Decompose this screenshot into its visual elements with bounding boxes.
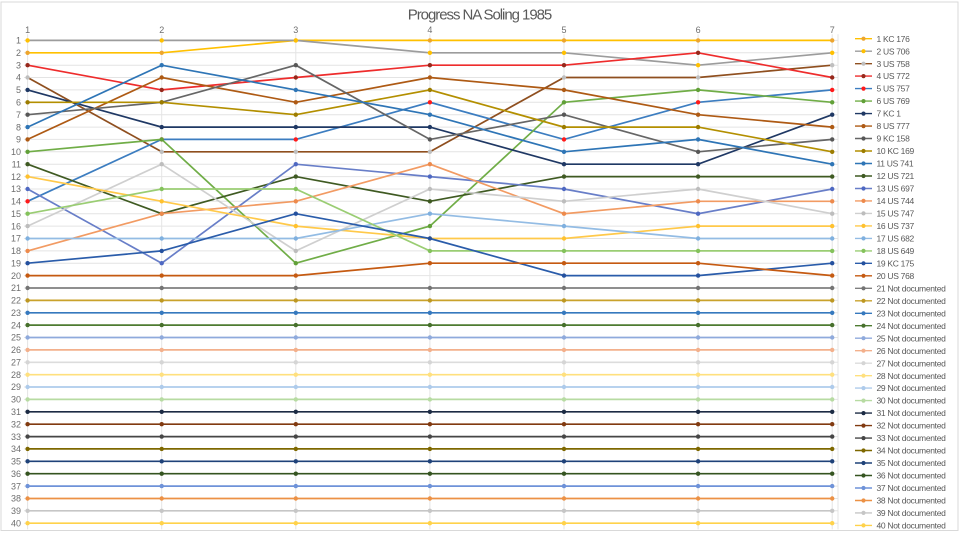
svg-text:13: 13 <box>11 184 21 194</box>
svg-text:10: 10 <box>11 147 21 157</box>
svg-text:11: 11 <box>12 159 21 169</box>
svg-text:29: 29 <box>11 382 21 392</box>
svg-text:23 Not documented: 23 Not documented <box>877 308 947 318</box>
svg-text:18 US 649: 18 US 649 <box>877 246 915 256</box>
svg-text:33: 33 <box>11 432 21 442</box>
svg-text:15: 15 <box>11 209 21 219</box>
svg-text:19: 19 <box>11 258 21 268</box>
svg-text:25: 25 <box>11 333 21 343</box>
svg-text:9 KC 158: 9 KC 158 <box>877 134 911 144</box>
svg-text:6: 6 <box>696 25 701 35</box>
svg-text:23: 23 <box>11 308 21 318</box>
svg-text:17: 17 <box>11 234 21 244</box>
svg-text:32 Not documented: 32 Not documented <box>877 421 947 431</box>
svg-text:11 US 741: 11 US 741 <box>877 159 914 169</box>
svg-text:20: 20 <box>11 271 21 281</box>
svg-text:21: 21 <box>11 283 21 293</box>
svg-text:34 Not documented: 34 Not documented <box>877 446 947 456</box>
svg-text:8: 8 <box>16 122 21 132</box>
svg-text:7: 7 <box>16 110 21 120</box>
svg-text:16: 16 <box>11 221 21 231</box>
svg-text:24 Not documented: 24 Not documented <box>877 321 947 331</box>
svg-text:39: 39 <box>11 506 21 516</box>
svg-text:14: 14 <box>11 197 21 207</box>
svg-text:35 Not documented: 35 Not documented <box>877 458 947 468</box>
svg-text:20 US 768: 20 US 768 <box>877 271 915 281</box>
svg-text:19 KC 175: 19 KC 175 <box>877 258 915 268</box>
svg-text:8 US 777: 8 US 777 <box>877 121 911 131</box>
svg-text:22 Not documented: 22 Not documented <box>877 296 947 306</box>
svg-text:4 US 772: 4 US 772 <box>877 71 911 81</box>
svg-text:30 Not documented: 30 Not documented <box>877 396 947 406</box>
svg-text:36 Not documented: 36 Not documented <box>877 471 947 481</box>
svg-text:3: 3 <box>16 60 21 70</box>
svg-text:25 Not documented: 25 Not documented <box>877 333 947 343</box>
svg-text:5: 5 <box>561 25 566 35</box>
svg-text:27: 27 <box>11 358 21 368</box>
svg-text:37 Not documented: 37 Not documented <box>877 483 947 493</box>
svg-text:34: 34 <box>11 444 21 454</box>
svg-text:2: 2 <box>16 48 21 58</box>
svg-text:5 US 757: 5 US 757 <box>877 84 911 94</box>
svg-text:6 US 769: 6 US 769 <box>877 96 911 106</box>
svg-text:38: 38 <box>11 494 21 504</box>
svg-text:27 Not documented: 27 Not documented <box>877 358 947 368</box>
svg-text:24: 24 <box>11 320 21 330</box>
svg-text:13 US 697: 13 US 697 <box>877 184 915 194</box>
svg-text:21 Not documented: 21 Not documented <box>877 283 947 293</box>
svg-text:16 US 737: 16 US 737 <box>877 221 915 231</box>
svg-text:2 US 706: 2 US 706 <box>877 46 911 56</box>
svg-text:4: 4 <box>16 73 21 83</box>
svg-text:1 KC 176: 1 KC 176 <box>877 34 911 44</box>
svg-text:38 Not documented: 38 Not documented <box>877 496 947 506</box>
svg-text:4: 4 <box>427 25 432 35</box>
svg-text:40 Not documented: 40 Not documented <box>877 521 947 531</box>
svg-text:30: 30 <box>11 395 21 405</box>
svg-text:18: 18 <box>11 246 21 256</box>
svg-text:33 Not documented: 33 Not documented <box>877 433 947 443</box>
svg-text:17 US 682: 17 US 682 <box>877 234 915 244</box>
svg-text:15 US 747: 15 US 747 <box>877 209 915 219</box>
svg-text:37: 37 <box>11 481 21 491</box>
svg-text:35: 35 <box>11 457 21 467</box>
svg-text:22: 22 <box>11 296 21 306</box>
svg-text:1: 1 <box>25 25 30 35</box>
svg-text:26: 26 <box>11 345 21 355</box>
svg-text:36: 36 <box>11 469 21 479</box>
svg-text:12 US 721: 12 US 721 <box>877 171 915 181</box>
svg-text:28: 28 <box>11 370 21 380</box>
svg-text:Progress NA Soling 1985: Progress NA Soling 1985 <box>408 7 552 24</box>
svg-text:1: 1 <box>16 36 21 46</box>
svg-text:7: 7 <box>830 25 835 35</box>
svg-text:26 Not documented: 26 Not documented <box>877 346 947 356</box>
svg-text:2: 2 <box>159 25 164 35</box>
svg-text:28 Not documented: 28 Not documented <box>877 371 947 381</box>
svg-text:32: 32 <box>11 419 21 429</box>
svg-text:29 Not documented: 29 Not documented <box>877 383 947 393</box>
svg-text:5: 5 <box>16 85 21 95</box>
svg-text:3: 3 <box>293 25 298 35</box>
svg-text:31: 31 <box>11 407 21 417</box>
svg-text:40: 40 <box>11 518 21 528</box>
svg-text:31 Not documented: 31 Not documented <box>877 408 947 418</box>
svg-text:10 KC 169: 10 KC 169 <box>877 146 915 156</box>
svg-text:7 KC 1: 7 KC 1 <box>877 109 902 119</box>
svg-text:3 US 758: 3 US 758 <box>877 59 911 69</box>
svg-text:14 US 744: 14 US 744 <box>877 196 915 206</box>
svg-text:6: 6 <box>16 98 21 108</box>
svg-text:9: 9 <box>16 135 21 145</box>
svg-text:12: 12 <box>11 172 21 182</box>
svg-text:39 Not documented: 39 Not documented <box>877 508 947 518</box>
